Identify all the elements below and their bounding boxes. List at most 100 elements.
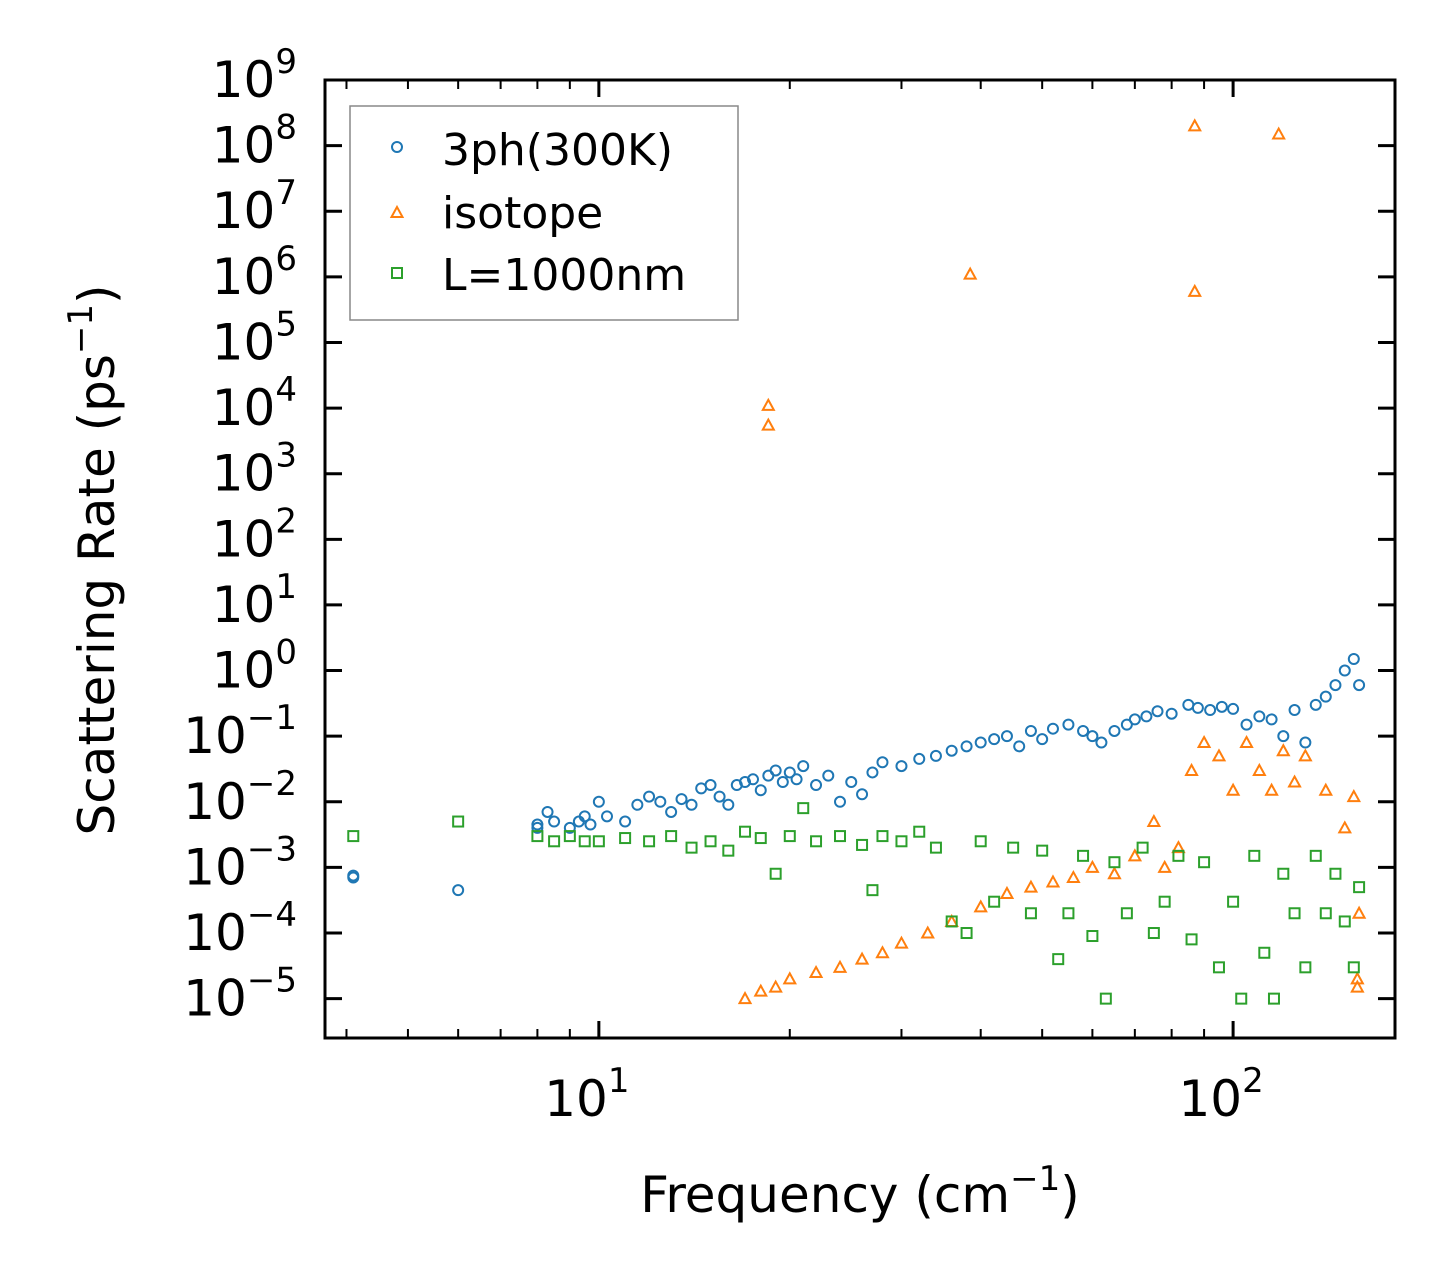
point-series-1-37 <box>1298 748 1313 762</box>
point-series-0-74 <box>1309 698 1322 711</box>
point-series-0-71 <box>1277 730 1290 743</box>
point-series-2-52 <box>1277 867 1290 880</box>
point-series-2-15 <box>769 867 782 880</box>
legend-marker-boundary <box>391 267 403 279</box>
point-series-0-79 <box>1353 679 1366 692</box>
point-series-2-11 <box>704 835 717 848</box>
point-series-0-73 <box>1299 736 1312 749</box>
y-tick-exp-6: 3 <box>275 436 297 476</box>
point-series-0-19 <box>685 798 698 811</box>
y-tick-label-13: 10−4 <box>183 895 297 962</box>
point-series-0-5 <box>541 805 554 818</box>
point-series-1-34 <box>1264 782 1279 796</box>
point-series-2-53 <box>1288 907 1301 920</box>
point-series-2-30 <box>1007 841 1020 854</box>
point-series-1-23 <box>1107 866 1122 880</box>
y-tick-base-0: 10 <box>212 51 276 109</box>
point-series-2-5 <box>578 835 591 848</box>
y-axis-label-text: Scattering Rate (ps <box>68 354 126 835</box>
point-series-2-41 <box>1147 927 1160 940</box>
point-series-2-1 <box>452 815 465 828</box>
point-series-1-11 <box>832 959 848 973</box>
legend-frame <box>349 105 739 321</box>
x-axis-label-sup: −1 <box>1010 1159 1060 1199</box>
point-series-1-0 <box>761 397 776 411</box>
legend-label-boundary: L=1000nm <box>442 250 686 301</box>
point-series-2-54 <box>1299 961 1312 974</box>
point-series-1-26 <box>1157 859 1172 873</box>
y-tick-label-2: 107 <box>212 173 297 240</box>
y-tick-exp-9: 0 <box>275 633 297 673</box>
point-series-0-48 <box>1000 730 1013 743</box>
point-series-2-43 <box>1172 849 1185 862</box>
point-series-2-24 <box>913 825 926 838</box>
point-series-2-18 <box>810 835 823 848</box>
point-series-0-66 <box>1215 700 1228 713</box>
point-series-0-40 <box>876 756 889 769</box>
point-series-1-29 <box>1196 734 1212 749</box>
point-series-2-10 <box>685 841 698 854</box>
point-series-2-50 <box>1258 946 1271 959</box>
point-series-0-76 <box>1329 679 1342 692</box>
point-series-0-43 <box>929 749 942 762</box>
point-series-2-4 <box>563 830 576 843</box>
point-series-1-7 <box>753 983 768 997</box>
point-series-1-21 <box>1066 869 1081 884</box>
point-series-0-21 <box>704 779 717 792</box>
points-layer <box>347 118 1367 1005</box>
y-tick-exp-3: 6 <box>275 239 297 279</box>
point-series-0-23 <box>722 798 735 811</box>
point-series-2-3 <box>548 835 561 848</box>
point-series-0-55 <box>1086 730 1099 743</box>
y-tick-base-6: 10 <box>212 445 276 503</box>
y-tick-label-1: 108 <box>212 108 297 175</box>
point-series-0-65 <box>1204 704 1217 717</box>
point-series-1-17 <box>973 899 988 913</box>
point-series-2-34 <box>1062 907 1075 920</box>
point-series-1-8 <box>768 979 783 993</box>
x-tick-base-1: 10 <box>1178 1070 1242 1128</box>
y-tick-base-2: 10 <box>212 182 276 240</box>
y-tick-base-9: 10 <box>212 642 276 700</box>
y-tick-exp-7: 2 <box>275 501 297 541</box>
point-series-0-36 <box>834 795 847 808</box>
point-series-0-64 <box>1191 701 1204 714</box>
point-series-0-9 <box>578 810 591 823</box>
y-tick-label-9: 100 <box>212 633 297 700</box>
legend-marker-isotope <box>389 204 405 218</box>
point-series-1-24 <box>1127 848 1143 862</box>
point-series-0-46 <box>974 736 987 749</box>
point-series-0-72 <box>1288 704 1301 717</box>
point-series-1-3 <box>1187 118 1202 132</box>
y-tick-base-3: 10 <box>212 248 276 306</box>
point-series-1-22 <box>1085 859 1100 873</box>
point-series-0-11 <box>592 795 605 808</box>
point-series-0-59 <box>1128 713 1141 726</box>
point-series-0-15 <box>643 790 656 803</box>
point-series-2-45 <box>1198 856 1211 869</box>
y-tick-exp-12: −3 <box>247 829 297 869</box>
y-tick-base-8: 10 <box>212 576 276 634</box>
point-series-2-13 <box>739 825 752 838</box>
point-series-2-58 <box>1338 915 1351 928</box>
point-series-2-56 <box>1319 907 1332 920</box>
point-series-1-19 <box>1023 879 1039 893</box>
point-series-1-28 <box>1184 762 1199 776</box>
point-series-1-15 <box>920 925 935 939</box>
ticks-layer: 10910810710610510410310210110010−110−210… <box>183 42 1395 1128</box>
legend: 3ph(300K) isotope L=1000nm <box>349 105 739 321</box>
y-tick-base-1: 10 <box>212 117 276 175</box>
y-tick-label-6: 103 <box>212 436 297 503</box>
point-series-0-60 <box>1140 710 1153 723</box>
point-series-1-12 <box>854 951 870 965</box>
y-axis-label-sup: −1 <box>61 304 101 354</box>
y-tick-label-0: 109 <box>212 42 297 109</box>
point-series-1-39 <box>1337 820 1352 834</box>
point-series-0-50 <box>1024 724 1037 737</box>
point-series-0-56 <box>1095 736 1108 749</box>
point-series-0-18 <box>675 793 688 806</box>
x-tick-base-0: 10 <box>544 1070 608 1128</box>
point-series-2-29 <box>988 895 1001 908</box>
y-tick-exp-8: 1 <box>275 567 297 607</box>
